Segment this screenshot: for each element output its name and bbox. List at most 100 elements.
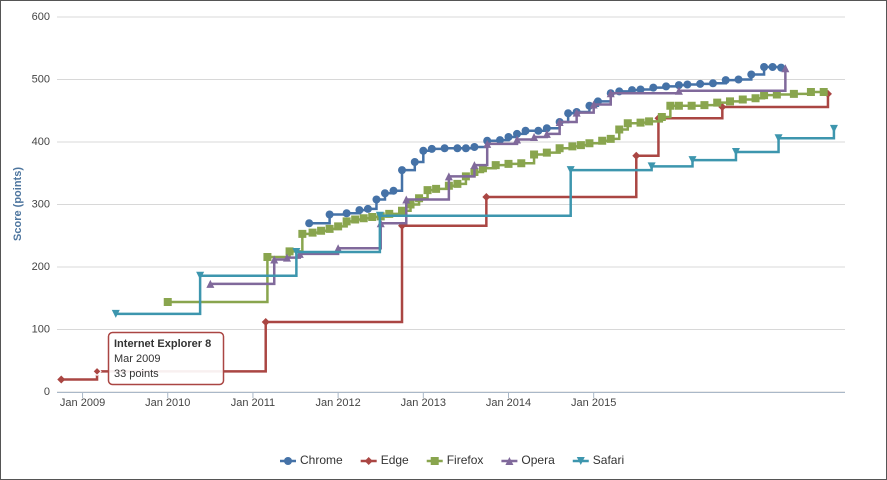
marker: [325, 224, 334, 233]
marker: [517, 159, 526, 168]
marker: [305, 219, 314, 228]
marker: [317, 226, 326, 235]
marker: [568, 142, 577, 151]
marker: [666, 101, 675, 110]
marker: [760, 91, 769, 100]
marker: [789, 89, 798, 98]
marker: [564, 109, 573, 118]
legend-label[interactable]: Safari: [593, 453, 624, 467]
marker: [432, 184, 441, 193]
x-tick-label: Jan 2014: [486, 397, 531, 409]
legend-label[interactable]: Opera: [521, 453, 555, 467]
marker: [530, 133, 539, 141]
marker: [674, 86, 683, 95]
marker: [781, 64, 790, 73]
marker: [615, 125, 624, 134]
marker: [482, 193, 491, 201]
marker: [483, 139, 492, 148]
marker: [308, 228, 317, 237]
y-tick-label: 400: [32, 136, 50, 148]
marker: [419, 146, 428, 155]
marker: [819, 88, 828, 96]
x-tick-label: Jan 2013: [401, 397, 446, 409]
legend-label[interactable]: Chrome: [300, 453, 343, 467]
marker: [513, 129, 522, 138]
marker: [389, 186, 398, 195]
marker: [334, 222, 343, 231]
legend: Chrome Edge Firefox Opera Safari: [280, 453, 624, 467]
marker: [731, 148, 740, 156]
y-tick-label: 600: [32, 11, 50, 23]
marker: [585, 139, 594, 148]
y-tick-label: 100: [32, 323, 50, 335]
marker: [505, 457, 514, 465]
marker: [495, 136, 504, 145]
x-tick-label: Jan 2010: [145, 397, 190, 409]
marker: [576, 141, 585, 150]
x-tick-label: Jan 2009: [60, 397, 105, 409]
y-tick-label: 0: [44, 386, 50, 398]
marker: [662, 82, 671, 91]
marker: [566, 166, 575, 175]
marker: [645, 117, 654, 126]
marker: [829, 124, 838, 133]
y-tick-label: 200: [32, 261, 50, 273]
marker: [470, 143, 479, 151]
marker: [521, 126, 530, 135]
marker: [772, 90, 781, 99]
marker: [700, 101, 709, 110]
marker: [806, 88, 815, 96]
marker: [351, 215, 360, 224]
tooltip: Internet Explorer 8 Mar 2009 33 points: [107, 331, 225, 386]
marker: [453, 179, 462, 188]
marker: [423, 186, 432, 195]
marker: [342, 217, 351, 226]
marker: [768, 63, 777, 71]
legend-label[interactable]: Firefox: [447, 453, 484, 467]
marker: [504, 159, 513, 168]
marker: [196, 271, 205, 280]
marker: [470, 161, 479, 170]
marker: [430, 457, 439, 465]
y-tick-label: 500: [32, 73, 50, 85]
marker: [674, 81, 683, 90]
marker: [774, 134, 783, 143]
marker: [284, 457, 292, 465]
marker: [513, 135, 522, 144]
marker: [453, 144, 462, 153]
marker: [375, 211, 384, 220]
marker: [623, 119, 632, 128]
marker: [751, 94, 760, 103]
tooltip-date: Mar 2009: [114, 353, 160, 365]
marker: [402, 195, 411, 204]
marker: [427, 144, 436, 153]
marker: [534, 126, 543, 135]
marker: [687, 101, 696, 110]
marker: [342, 209, 351, 218]
marker: [530, 150, 539, 159]
y-tick-label: 300: [32, 198, 50, 210]
marker: [325, 210, 334, 219]
marker: [406, 200, 415, 209]
marker: [683, 80, 692, 89]
marker: [647, 162, 656, 171]
tooltip-score: 33 points: [114, 368, 159, 380]
marker: [688, 156, 697, 165]
marker: [598, 136, 607, 145]
marker: [92, 366, 102, 377]
marker: [649, 83, 658, 92]
legend-label[interactable]: Edge: [381, 453, 409, 467]
marker: [380, 189, 389, 198]
marker: [606, 134, 615, 143]
marker: [504, 133, 513, 141]
marker: [725, 97, 734, 106]
marker: [708, 79, 717, 88]
marker: [410, 158, 419, 166]
marker: [606, 89, 615, 98]
marker: [372, 195, 381, 204]
marker: [283, 253, 292, 262]
marker: [398, 206, 407, 215]
marker: [206, 279, 215, 288]
marker: [542, 148, 551, 157]
